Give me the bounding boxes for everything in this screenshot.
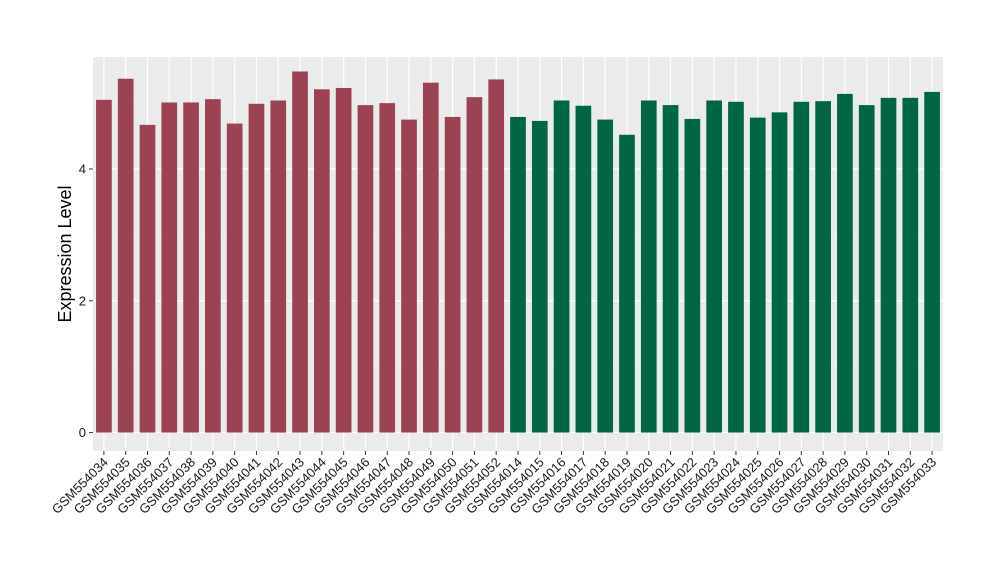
bar-GSM554023 <box>706 100 722 433</box>
bar-GSM554041 <box>248 103 265 433</box>
bars <box>96 71 940 433</box>
bar-GSM554021 <box>662 105 679 433</box>
bar-GSM554015 <box>531 120 548 433</box>
bar-GSM554043 <box>292 71 308 433</box>
bar-GSM554026 <box>771 112 788 433</box>
bar-GSM554039 <box>205 99 221 433</box>
bar-GSM554037 <box>161 102 178 433</box>
bar-GSM554045 <box>335 87 352 433</box>
bar-GSM554050 <box>444 116 461 433</box>
x-axis: GSM554034GSM554035GSM554036GSM554037GSM5… <box>49 451 939 517</box>
bar-GSM554042 <box>270 100 287 433</box>
bar-GSM554019 <box>619 134 635 433</box>
bar-GSM554033 <box>924 91 940 433</box>
bar-GSM554047 <box>379 103 396 433</box>
bar-GSM554018 <box>597 119 614 433</box>
bar-GSM554014 <box>510 116 526 433</box>
y-tick-label: 2 <box>79 293 86 308</box>
bar-GSM554049 <box>422 82 439 433</box>
bar-GSM554048 <box>401 119 417 433</box>
bar-GSM554052 <box>488 79 505 433</box>
bar-GSM554036 <box>139 124 156 433</box>
bar-GSM554022 <box>684 118 701 433</box>
bar-GSM554040 <box>226 123 243 433</box>
bar-GSM554046 <box>357 105 374 433</box>
y-tick-label: 0 <box>79 425 86 440</box>
bar-GSM554025 <box>749 117 766 433</box>
bar-GSM554035 <box>117 78 134 433</box>
bar-GSM554031 <box>880 97 897 433</box>
y-tick-label: 4 <box>79 162 86 177</box>
bar-GSM554016 <box>553 100 570 433</box>
y-axis-title: Expression Level <box>55 185 75 322</box>
bar-GSM554024 <box>728 101 744 433</box>
bar-GSM554034 <box>96 99 112 433</box>
bar-GSM554044 <box>314 89 330 433</box>
bar-GSM554030 <box>858 105 875 433</box>
bar-GSM554038 <box>183 102 199 433</box>
bar-GSM554027 <box>793 101 810 433</box>
bar-GSM554020 <box>640 100 657 433</box>
bar-GSM554029 <box>837 93 853 433</box>
bar-GSM554051 <box>466 97 483 433</box>
bar-GSM554028 <box>815 101 831 433</box>
bar-GSM554032 <box>902 97 919 433</box>
bar-GSM554017 <box>575 105 592 433</box>
y-axis: 0 2 4 <box>79 162 93 440</box>
